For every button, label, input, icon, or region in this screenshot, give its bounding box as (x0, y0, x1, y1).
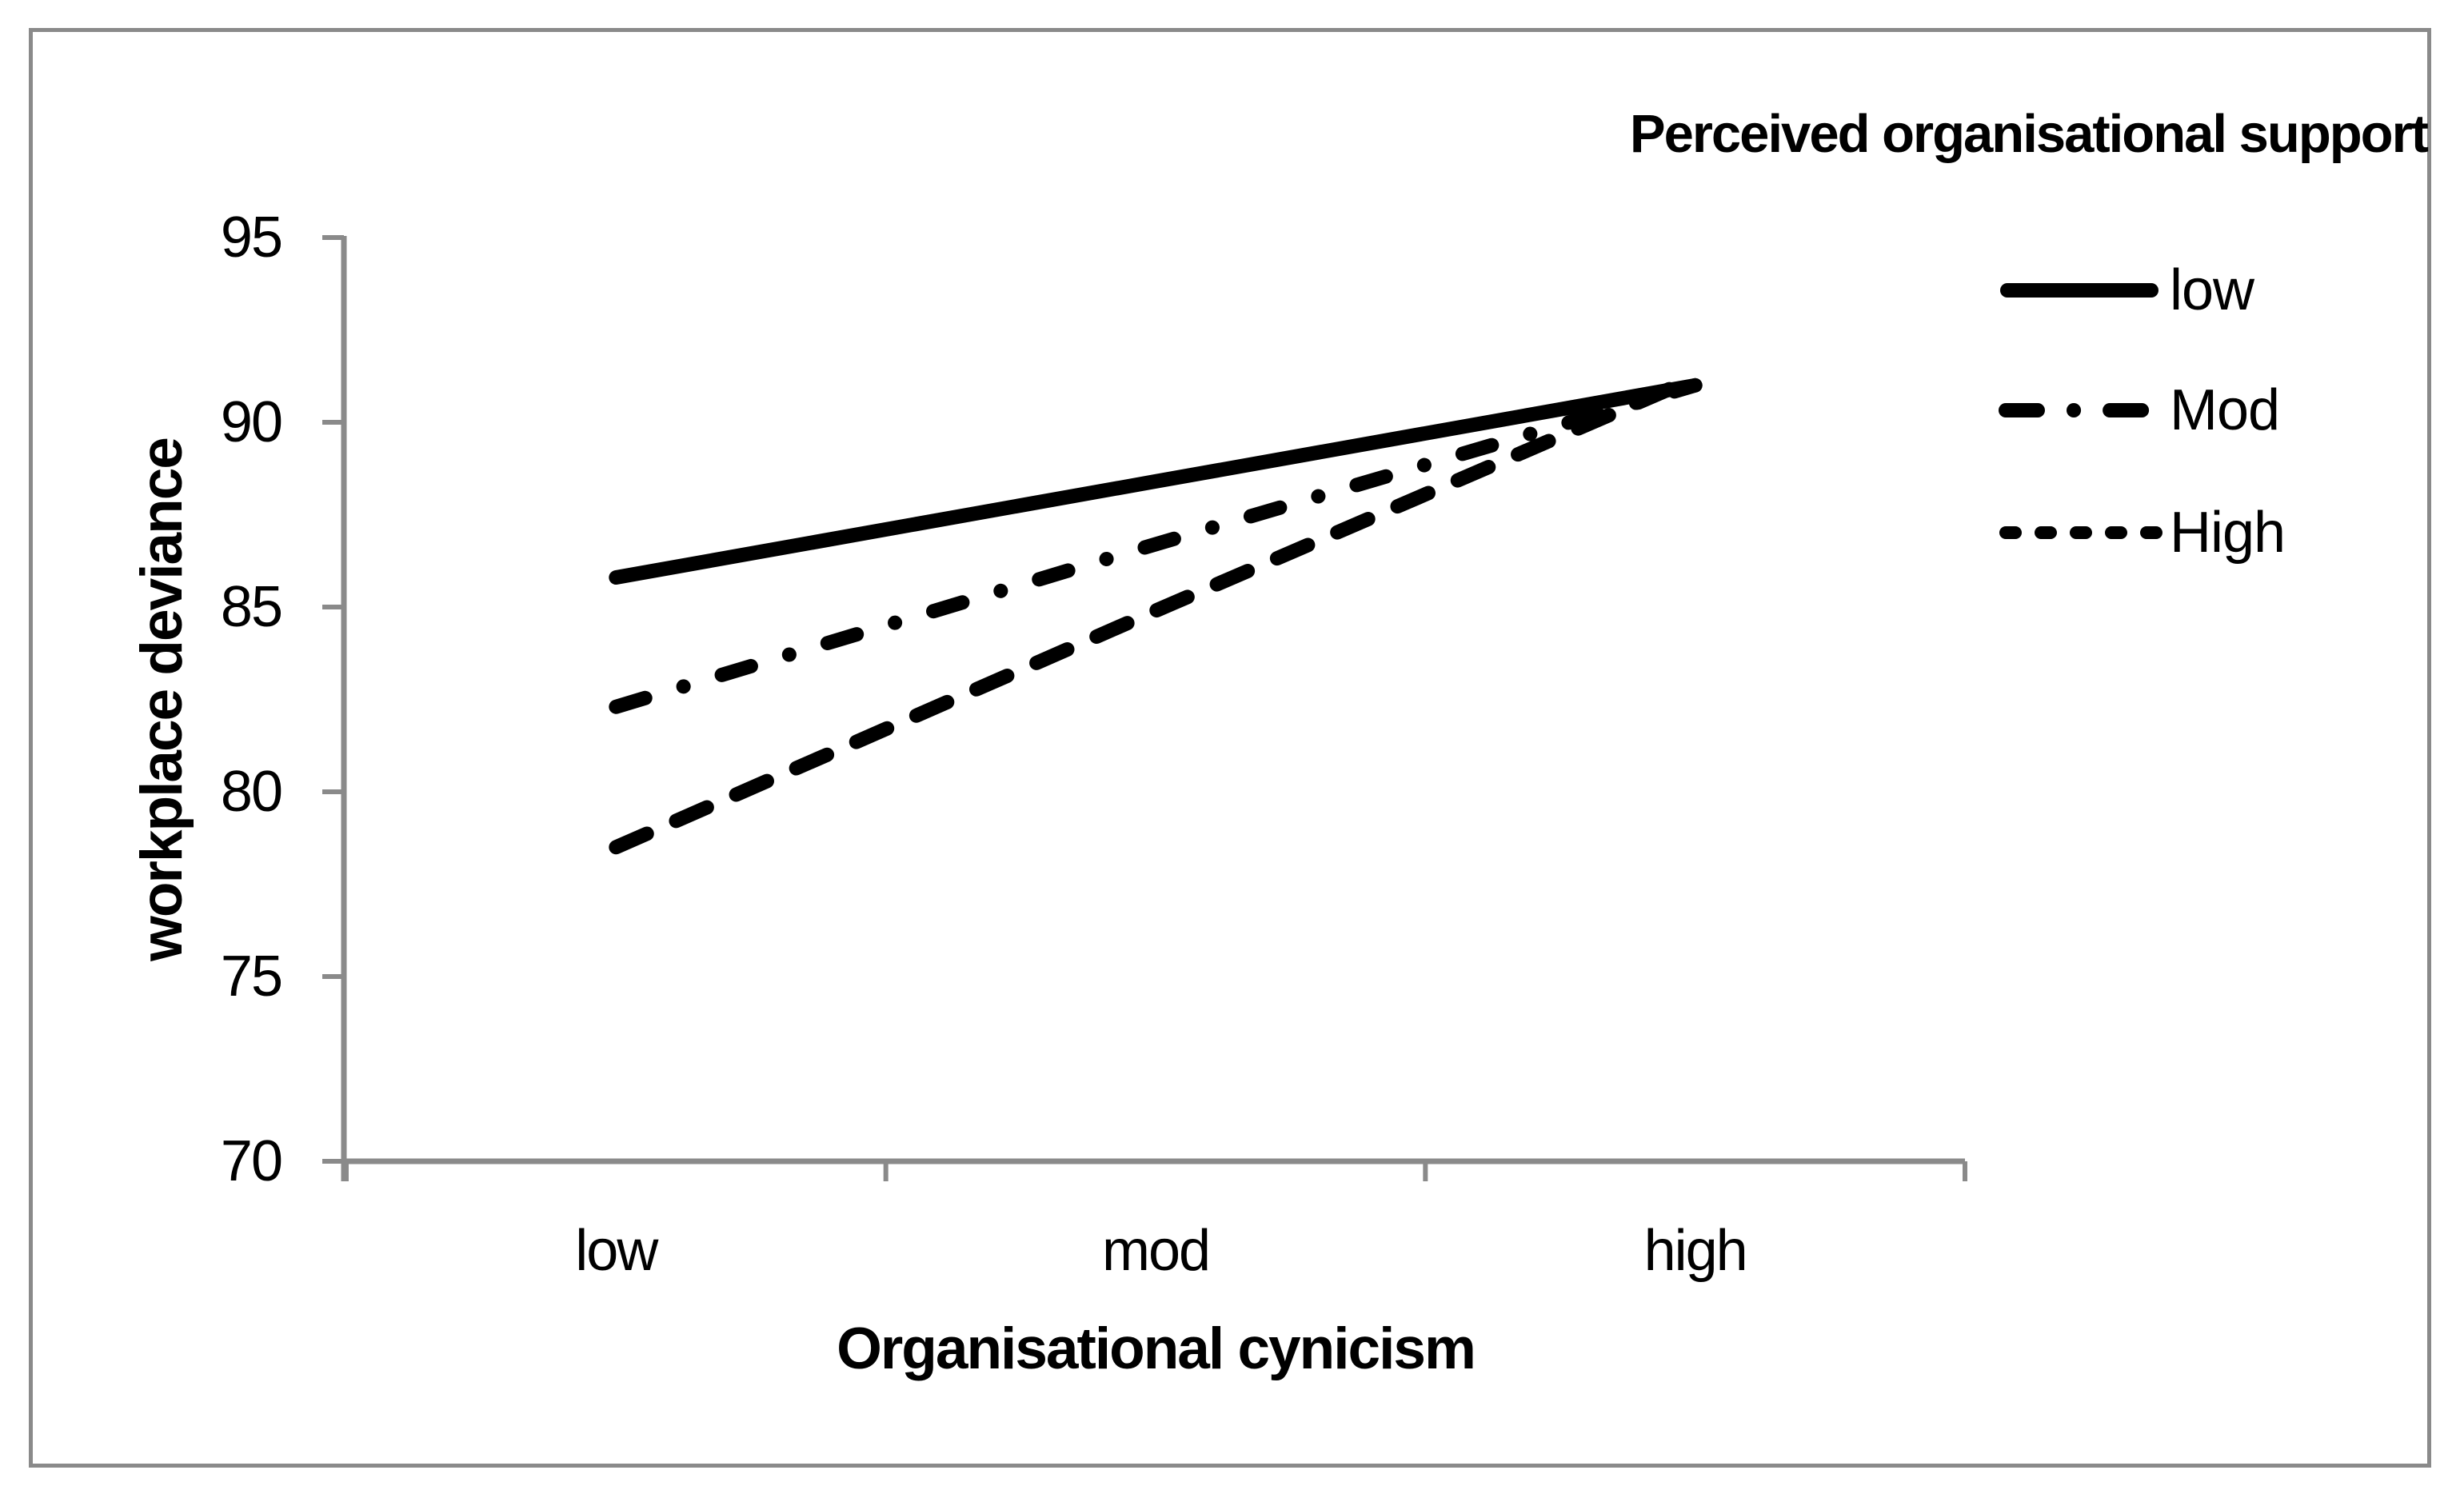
y-tick-label: 80 (220, 760, 283, 824)
y-tick-label: 75 (220, 945, 283, 1009)
x-category-label: high (1643, 1219, 1748, 1283)
y-tick-label: 85 (220, 575, 283, 639)
y-tick-label: 95 (220, 206, 283, 270)
series-line-high (609, 370, 1703, 855)
y-tick-label: 70 (220, 1129, 283, 1193)
x-category-label: low (575, 1219, 658, 1283)
x-axis-title: Organisational cynicism (837, 1316, 1476, 1381)
series-line-mod (609, 377, 1703, 714)
y-tick-label: 90 (220, 390, 283, 454)
y-axis-title: workplace deviance (130, 438, 194, 961)
figure-border (29, 28, 2431, 1468)
x-category-label: mod (1101, 1219, 1211, 1283)
series-line-low (609, 377, 1703, 585)
